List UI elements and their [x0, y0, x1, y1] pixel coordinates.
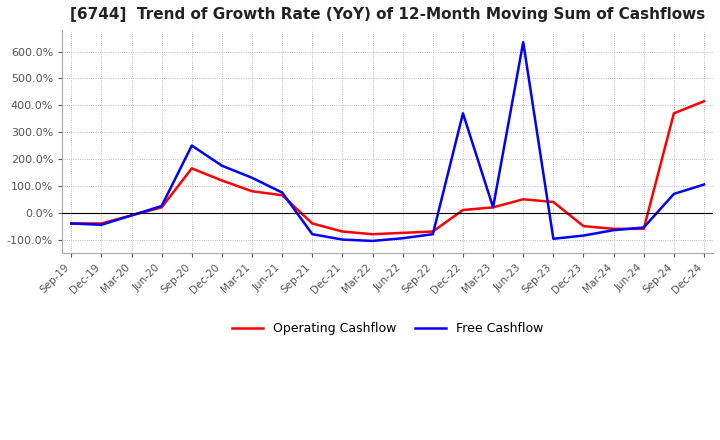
- Operating Cashflow: [459, 207, 467, 213]
- Free Cashflow: [549, 236, 558, 242]
- Free Cashflow: [428, 231, 437, 237]
- Free Cashflow: [308, 231, 317, 237]
- Operating Cashflow: [519, 197, 528, 202]
- Line: Operating Cashflow: Operating Cashflow: [71, 101, 704, 234]
- Operating Cashflow: [549, 199, 558, 205]
- Operating Cashflow: [308, 221, 317, 226]
- Operating Cashflow: [428, 229, 437, 234]
- Legend: Operating Cashflow, Free Cashflow: Operating Cashflow, Free Cashflow: [227, 317, 549, 341]
- Free Cashflow: [158, 203, 166, 209]
- Operating Cashflow: [398, 230, 407, 235]
- Free Cashflow: [670, 191, 678, 197]
- Free Cashflow: [338, 237, 347, 242]
- Operating Cashflow: [67, 221, 76, 226]
- Operating Cashflow: [368, 231, 377, 237]
- Operating Cashflow: [489, 205, 498, 210]
- Free Cashflow: [639, 225, 648, 230]
- Operating Cashflow: [609, 226, 618, 231]
- Free Cashflow: [97, 222, 106, 227]
- Free Cashflow: [519, 40, 528, 45]
- Operating Cashflow: [639, 226, 648, 231]
- Operating Cashflow: [97, 221, 106, 226]
- Operating Cashflow: [248, 189, 256, 194]
- Free Cashflow: [579, 233, 588, 238]
- Operating Cashflow: [127, 213, 136, 218]
- Operating Cashflow: [579, 224, 588, 229]
- Free Cashflow: [609, 227, 618, 233]
- Operating Cashflow: [338, 229, 347, 234]
- Free Cashflow: [489, 205, 498, 210]
- Free Cashflow: [217, 163, 226, 169]
- Free Cashflow: [398, 235, 407, 241]
- Free Cashflow: [67, 221, 76, 226]
- Operating Cashflow: [670, 111, 678, 116]
- Operating Cashflow: [700, 99, 708, 104]
- Free Cashflow: [127, 213, 136, 218]
- Free Cashflow: [278, 190, 287, 195]
- Free Cashflow: [187, 143, 196, 148]
- Operating Cashflow: [217, 178, 226, 183]
- Operating Cashflow: [187, 166, 196, 171]
- Operating Cashflow: [158, 205, 166, 210]
- Free Cashflow: [248, 175, 256, 180]
- Free Cashflow: [368, 238, 377, 244]
- Free Cashflow: [459, 111, 467, 116]
- Title: [6744]  Trend of Growth Rate (YoY) of 12-Month Moving Sum of Cashflows: [6744] Trend of Growth Rate (YoY) of 12-…: [70, 7, 706, 22]
- Free Cashflow: [700, 182, 708, 187]
- Operating Cashflow: [278, 193, 287, 198]
- Line: Free Cashflow: Free Cashflow: [71, 42, 704, 241]
